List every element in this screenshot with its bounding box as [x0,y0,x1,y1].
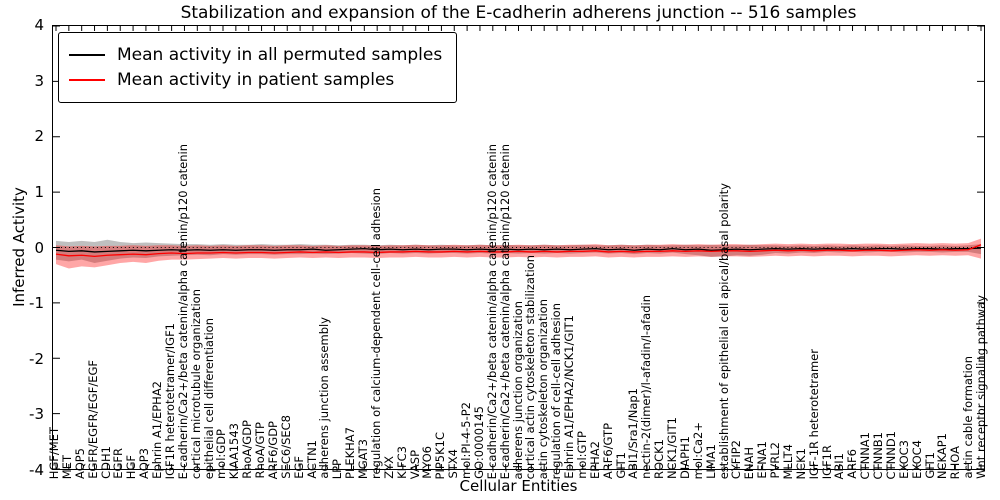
x-tick-label: E-cadherin/Ca2+/beta catenin/alpha caten… [175,143,190,479]
x-tick-label: E-cadherin/Ca2+/beta catenin/alpha caten… [497,143,512,479]
x-tick-label: ARF6/GTP [600,422,615,479]
chart-title: Stabilization and expansion of the E-cad… [180,3,857,23]
legend-line-sample [69,79,105,81]
legend-item: Mean activity in patient samples [69,70,442,90]
x-tick-label: MET [59,454,74,479]
series-band-1 [55,238,982,269]
legend: Mean activity in all permuted samples Mea… [58,32,458,103]
series-line-0 [55,247,982,253]
series-line-1 [55,244,982,258]
x-tick-label: EXOC4 [909,440,924,479]
y-tick-label: 4 [34,16,44,34]
x-tick-label: NCK1 [793,447,808,480]
x-tick-label: EXOC3 [896,440,911,479]
x-tick-label: EGFR/EGFR/EGF/EGF [85,360,100,479]
y-tick-label: -4 [29,461,44,479]
x-tick-label: CTNND1 [883,430,898,479]
x-tick-label: IGF-1R heterotetramer [806,348,821,479]
legend-line-sample [69,54,105,56]
x-tick-label: adherens junction assembly [317,317,332,479]
x-tick-label: LIMA1 [703,444,718,479]
legend-item: Mean activity in all permuted samples [69,45,442,65]
x-tick-label: EPHA2 [587,440,602,479]
x-tick-label: KIFC3 [394,446,409,479]
x-tick-label: mol:Ca2+ [690,421,705,479]
x-tick-label: GO:0000145 [471,406,486,479]
x-tick-label: SEC6/SEC8 [278,415,293,479]
legend-label: Mean activity in all permuted samples [117,45,443,65]
y-tick-label: 2 [34,127,44,146]
x-tick-label: regulation of calcium-dependent cell-cel… [368,188,383,479]
legend-label: Mean activity in patient samples [117,70,395,90]
x-tick-label: ZYX [381,456,396,479]
x-tick-label: establishment of epithelial cell apical/… [716,182,731,479]
x-tick-label: EGF [291,456,306,479]
x-tick-label: ARF6/GDP [265,420,280,479]
x-tick-label: E-cadherin/Ca2+/beta catenin/alpha caten… [484,143,499,479]
x-tick-label: DIAPH1 [677,435,692,479]
x-tick-label: MLLT4 [780,443,795,480]
x-tick-label: cortical microtubule organization [188,288,203,479]
chart-canvas [53,26,984,469]
y-tick-label: 1 [34,182,44,201]
y-tick-label: 0 [34,238,44,257]
y-tick-label: -2 [29,349,44,368]
y-tick-label: 3 [34,71,44,90]
x-axis-title: Cellular Entities [459,477,578,495]
y-tick-label: -1 [29,294,44,313]
x-tick-label: AQP5 [72,448,87,479]
x-tick-label: mol:GTP [574,431,589,479]
x-tick-label: Wnt receptor signaling pathway [974,295,988,479]
y-tick-label: -3 [29,405,44,424]
x-tick-label: IGF1R heterotetramer/IGF1 [162,322,177,479]
